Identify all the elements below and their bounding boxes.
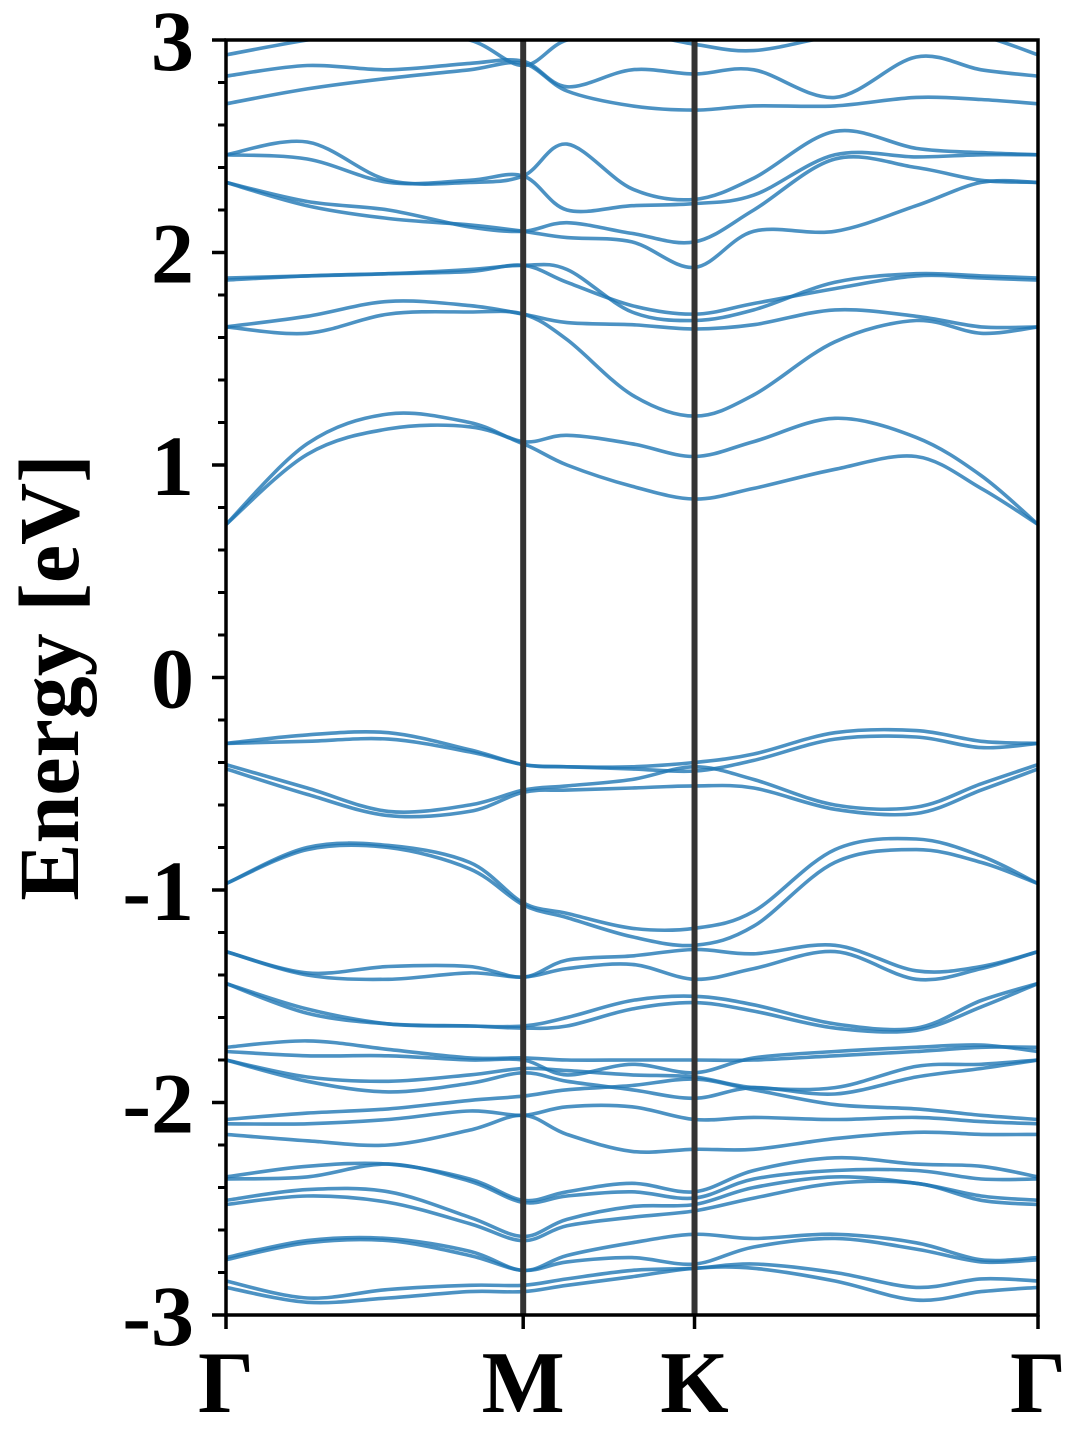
band-line-17 bbox=[226, 767, 1038, 819]
kpoint-lines bbox=[520, 40, 698, 1315]
band-line-10 bbox=[226, 299, 1038, 331]
band-line-31 bbox=[226, 1155, 1038, 1203]
band-line-1 bbox=[226, 40, 1038, 68]
band-line-26 bbox=[226, 1058, 1038, 1092]
y-tick-label: 1 bbox=[151, 418, 194, 514]
x-tick-label: Γ bbox=[1010, 1335, 1066, 1432]
y-tick-label: -3 bbox=[122, 1268, 194, 1364]
y-tick-label: 3 bbox=[151, 0, 194, 89]
band-line-4 bbox=[226, 128, 1038, 202]
band-line-12 bbox=[226, 411, 1038, 526]
x-tick-label: Γ bbox=[198, 1335, 254, 1432]
band-line-34 bbox=[226, 1179, 1038, 1243]
band-line-38 bbox=[226, 1265, 1038, 1305]
band-line-27 bbox=[226, 1058, 1038, 1101]
band-line-37 bbox=[226, 1262, 1038, 1300]
band-line-29 bbox=[226, 1103, 1038, 1126]
x-tick-label: K bbox=[660, 1335, 728, 1432]
band-line-6 bbox=[226, 155, 1038, 245]
x-tick-label: M bbox=[482, 1335, 565, 1432]
band-line-18 bbox=[226, 836, 1038, 933]
y-tick-label: 2 bbox=[151, 206, 194, 302]
band-line-7 bbox=[226, 178, 1038, 270]
y-tick-label: -1 bbox=[122, 843, 194, 939]
band-line-11 bbox=[226, 309, 1038, 418]
band-line-14 bbox=[226, 727, 1038, 769]
band-line-33 bbox=[226, 1175, 1038, 1239]
band-line-3 bbox=[226, 60, 1038, 112]
band-line-16 bbox=[226, 762, 1038, 814]
band-line-36 bbox=[226, 1236, 1038, 1273]
band-line-20 bbox=[226, 943, 1038, 979]
band-line-22 bbox=[226, 981, 1038, 1032]
band-line-30 bbox=[226, 1113, 1038, 1154]
band-line-25 bbox=[226, 1043, 1038, 1077]
band-line-21 bbox=[226, 949, 1038, 982]
bands-layer bbox=[226, 40, 1038, 1305]
band-line-32 bbox=[226, 1162, 1038, 1205]
y-axis-label: Energy [eV] bbox=[1, 454, 97, 901]
y-tick-label: -2 bbox=[122, 1056, 194, 1152]
y-axis-ticks: -3 -2 -1 0 1 2 3 bbox=[122, 0, 226, 1364]
band-line-13 bbox=[226, 423, 1038, 527]
band-line-24 bbox=[226, 1039, 1038, 1063]
band-line-15 bbox=[226, 734, 1038, 774]
band-line-28 bbox=[226, 1077, 1038, 1122]
band-line-35 bbox=[226, 1232, 1038, 1273]
band-line-5 bbox=[226, 150, 1038, 214]
band-line-2 bbox=[226, 54, 1038, 100]
band-line-23 bbox=[226, 981, 1038, 1034]
y-tick-label: 0 bbox=[151, 631, 194, 727]
band-line-9 bbox=[226, 262, 1038, 323]
band-line-19 bbox=[226, 843, 1038, 948]
